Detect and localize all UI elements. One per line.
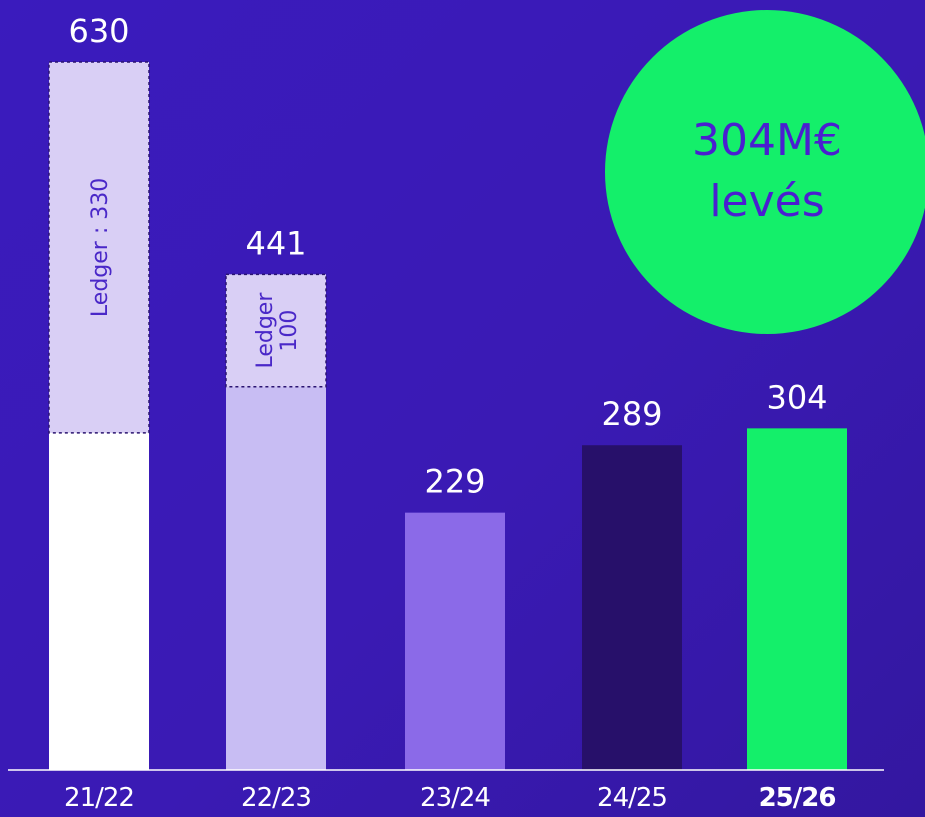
bar-24-25 <box>582 445 682 770</box>
badge-amount: 304M€ <box>692 115 842 166</box>
ledger-label-22-23: Ledger100 <box>253 292 302 369</box>
ledger-segments-layer: Ledger : 330 Ledger100 <box>48 61 327 434</box>
value-label-22-23: 441 <box>245 224 306 262</box>
x-tick-24-25: 24/25 <box>597 783 667 813</box>
ledger-label-line: 100 <box>277 310 302 352</box>
value-label-23-24: 229 <box>424 463 485 501</box>
value-labels-layer: 630 441 229 289 304 <box>68 12 827 501</box>
x-tick-21-22: 21/22 <box>64 783 134 813</box>
badge-circle <box>605 10 925 334</box>
x-tick-25-26: 25/26 <box>759 783 836 813</box>
value-label-21-22: 630 <box>68 12 129 50</box>
value-label-25-26: 304 <box>766 378 827 416</box>
value-label-24-25: 289 <box>601 395 662 433</box>
bar-25-26 <box>747 428 847 770</box>
badge-caption: levés <box>709 176 824 227</box>
ledger-segment-22-23 <box>225 273 327 388</box>
x-tick-23-24: 23/24 <box>420 783 490 813</box>
total-raised-badge: 304M€ levés <box>605 10 925 334</box>
ledger-segment-21-22 <box>48 61 150 434</box>
x-tick-labels-layer: 21/22 22/23 23/24 24/25 25/26 <box>64 783 836 813</box>
ledger-label-line: Ledger <box>253 292 278 369</box>
ledger-label-21-22: Ledger : 330 <box>88 178 113 317</box>
x-tick-22-23: 22/23 <box>241 783 311 813</box>
bar-23-24 <box>405 512 505 770</box>
